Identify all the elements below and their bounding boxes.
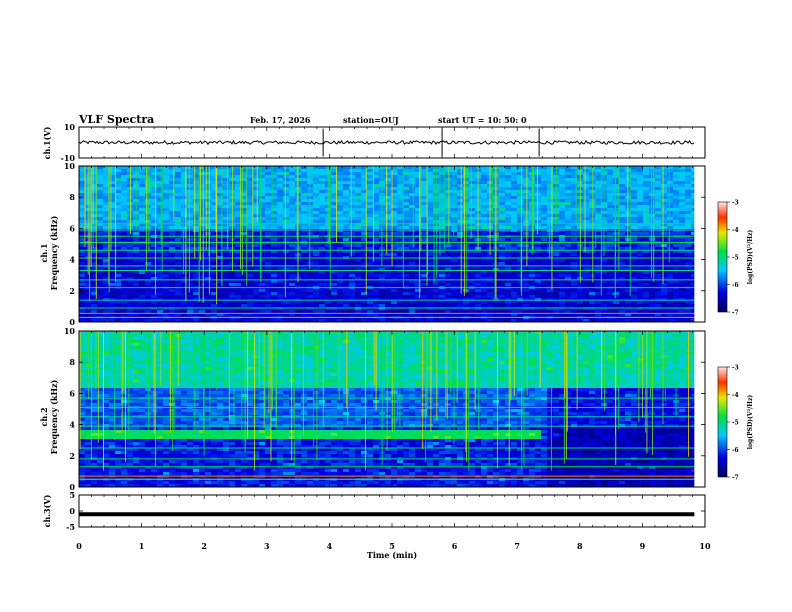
colorbar-2-tick-4: -7 bbox=[732, 475, 739, 482]
ytick-label-p2-3: 6 bbox=[69, 223, 75, 233]
xtick-label-3: 3 bbox=[264, 541, 270, 551]
ytick-label-p4-2: -5 bbox=[66, 522, 75, 532]
colorbar-1-label: log(PSD)(V²/Hz) bbox=[747, 230, 754, 285]
colorbar-1-tick-1: -4 bbox=[732, 227, 739, 234]
ytick-label-p3-1: 2 bbox=[69, 451, 75, 461]
ytick-label-p1-1: -10 bbox=[61, 153, 76, 163]
ch1-spectrogram-image bbox=[79, 166, 705, 322]
ytick-label-p2-5: 10 bbox=[64, 161, 76, 171]
ytick-label-p3-5: 10 bbox=[64, 326, 76, 336]
xtick-label-8: 8 bbox=[577, 541, 583, 551]
colorbar-1-tick-4: -7 bbox=[732, 310, 739, 317]
colorbar-2-tick-3: -6 bbox=[732, 447, 739, 454]
xtick-label-6: 6 bbox=[452, 541, 458, 551]
colorbar-2 bbox=[717, 366, 728, 478]
ytick-label-p3-0: 0 bbox=[69, 482, 75, 492]
x-axis-label: Time (min) bbox=[367, 550, 417, 560]
xtick-label-0: 0 bbox=[76, 541, 82, 551]
xtick-label-7: 7 bbox=[514, 541, 520, 551]
ch2-spectrogram-image bbox=[79, 331, 705, 487]
xtick-label-1: 1 bbox=[139, 541, 145, 551]
ch2-spec-ylabel-channel: ch.2 bbox=[39, 407, 49, 426]
colorbar-1 bbox=[717, 201, 728, 313]
ytick-label-p2-0: 0 bbox=[69, 317, 75, 327]
ytick-label-p2-1: 2 bbox=[69, 286, 75, 296]
colorbar-2-tick-0: -3 bbox=[732, 365, 739, 372]
colorbar-2-tick-1: -4 bbox=[732, 392, 739, 399]
plot-title: VLF Spectra bbox=[79, 113, 155, 126]
ytick-label-p3-4: 8 bbox=[69, 357, 75, 367]
ytick-label-p2-4: 8 bbox=[69, 192, 75, 202]
station-label: station=OUJ bbox=[343, 115, 399, 125]
ch1-spec-ylabel-channel: ch.1 bbox=[39, 243, 49, 262]
xtick-label-10: 10 bbox=[699, 541, 711, 551]
ch1-ylabel: ch.1(V) bbox=[42, 126, 52, 159]
xtick-label-9: 9 bbox=[640, 541, 646, 551]
plot-date: Feb. 17, 2026 bbox=[250, 115, 311, 125]
ch1-waveform-trace bbox=[78, 139, 695, 146]
ch1-spec-ylabel-freq: Frequency (kHz) bbox=[49, 215, 59, 290]
colorbar-1-tick-0: -3 bbox=[732, 200, 739, 207]
ytick-label-p4-0: 5 bbox=[69, 490, 75, 500]
ytick-label-p1-0: 10 bbox=[64, 122, 76, 132]
ytick-label-p3-2: 4 bbox=[69, 420, 75, 430]
xtick-label-5: 5 bbox=[389, 541, 395, 551]
ytick-label-p3-3: 6 bbox=[69, 388, 75, 398]
start-time-label: start UT = 10: 50: 0 bbox=[438, 115, 527, 125]
colorbar-2-label: log(PSD)(V²/Hz) bbox=[747, 395, 754, 450]
colorbar-1-tick-2: -5 bbox=[732, 255, 739, 262]
colorbar-1-tick-3: -6 bbox=[732, 282, 739, 289]
ch3-ylabel: ch.3(V) bbox=[42, 494, 52, 527]
ytick-label-p2-2: 4 bbox=[69, 255, 75, 265]
ytick-label-p4-1: 0 bbox=[69, 506, 75, 516]
panel-frame-4 bbox=[78, 494, 706, 528]
xtick-label-4: 4 bbox=[327, 541, 333, 551]
xtick-label-2: 2 bbox=[201, 541, 207, 551]
colorbar-2-tick-2: -5 bbox=[732, 420, 739, 427]
ch2-spec-ylabel-freq: Frequency (kHz) bbox=[49, 379, 59, 454]
